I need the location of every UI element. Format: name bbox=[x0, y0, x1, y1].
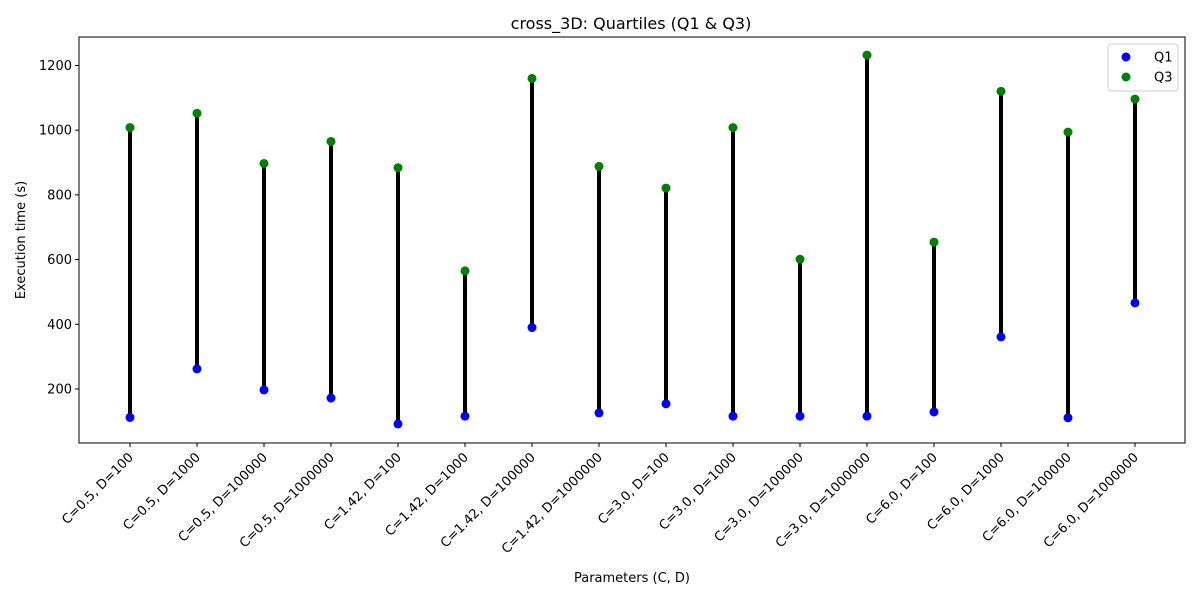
y-tick-label: 200 bbox=[47, 382, 72, 397]
y-tick-label: 1000 bbox=[39, 124, 72, 139]
q3-point bbox=[192, 108, 202, 118]
q3-point bbox=[326, 136, 336, 146]
x-axis-title: Parameters (C, D) bbox=[574, 571, 690, 586]
legend-marker bbox=[1121, 72, 1131, 82]
q1-point bbox=[125, 412, 135, 422]
q1-point bbox=[1063, 413, 1073, 423]
y-tick-label: 800 bbox=[47, 188, 72, 203]
q1-point bbox=[996, 332, 1006, 342]
y-axis-title: Execution time (s) bbox=[14, 181, 29, 299]
q1-point bbox=[259, 385, 269, 395]
q3-point bbox=[996, 86, 1006, 96]
q3-point bbox=[259, 158, 269, 168]
x-tick-label: C=3.0, D=100 bbox=[595, 450, 673, 528]
q1-point bbox=[393, 419, 403, 429]
q1-point bbox=[527, 323, 537, 333]
y-tick-label: 1200 bbox=[39, 59, 72, 74]
q3-point bbox=[862, 50, 872, 60]
q1-point bbox=[594, 408, 604, 418]
q3-point bbox=[594, 161, 604, 171]
q3-point bbox=[728, 123, 738, 133]
q1-point bbox=[661, 399, 671, 409]
q1-point bbox=[795, 411, 805, 421]
q3-point bbox=[460, 266, 470, 276]
x-tick-label: C=6.0, D=100 bbox=[863, 450, 941, 528]
q1-point bbox=[862, 411, 872, 421]
q3-point bbox=[125, 123, 135, 133]
q3-point bbox=[1130, 94, 1140, 104]
q3-point bbox=[393, 163, 403, 173]
x-tick-label: C=0.5, D=100 bbox=[59, 450, 137, 528]
plot-frame bbox=[78, 36, 1186, 444]
q3-point bbox=[1063, 127, 1073, 137]
legend-marker bbox=[1121, 52, 1131, 62]
q3-point bbox=[795, 254, 805, 264]
y-tick-label: 600 bbox=[47, 253, 72, 268]
plot-area bbox=[125, 50, 1140, 429]
q1-point bbox=[460, 411, 470, 421]
q3-point bbox=[527, 73, 537, 83]
q1-point bbox=[192, 364, 202, 374]
q3-point bbox=[929, 237, 939, 247]
q1-point bbox=[326, 393, 336, 403]
y-tick-label: 400 bbox=[47, 318, 72, 333]
q3-point bbox=[661, 183, 671, 193]
legend-label: Q1 bbox=[1154, 51, 1173, 66]
q1-point bbox=[728, 411, 738, 421]
q1-point bbox=[1130, 298, 1140, 308]
y-axis: 200 400 600 800 1000 1200 bbox=[39, 59, 79, 397]
q1-point bbox=[929, 407, 939, 417]
chart-title: cross_3D: Quartiles (Q1 & Q3) bbox=[511, 14, 752, 34]
legend-label: Q3 bbox=[1154, 71, 1173, 86]
